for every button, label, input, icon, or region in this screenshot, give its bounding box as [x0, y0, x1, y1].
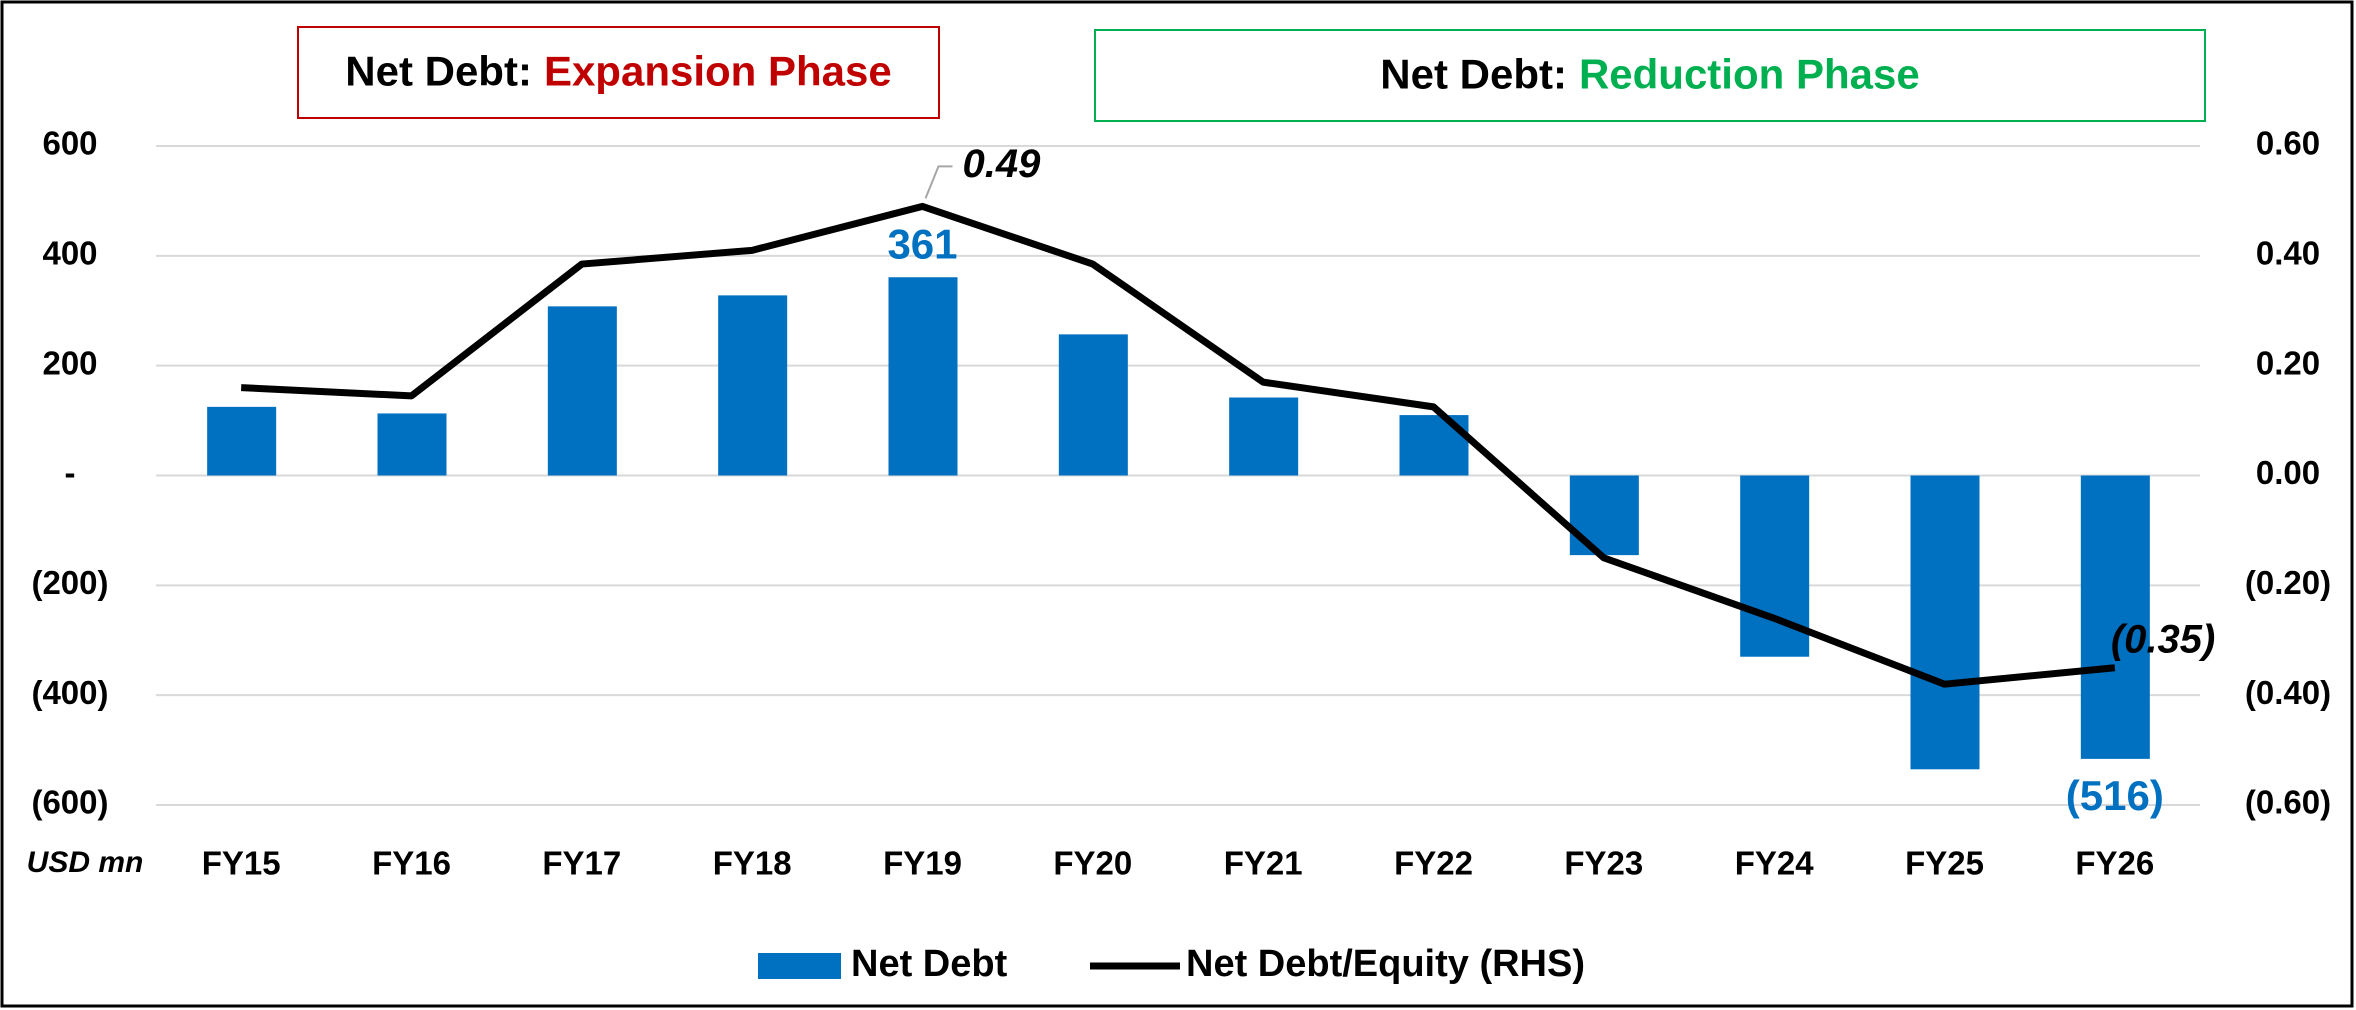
- bar: [1058, 334, 1128, 476]
- phase-box: [1094, 29, 2206, 122]
- bar: [718, 295, 788, 476]
- phase-name: Expansion Phase: [544, 48, 892, 95]
- y-tick-label: -: [65, 454, 76, 491]
- y2-tick-label: (0.60): [2245, 784, 2331, 821]
- bar: [1910, 475, 1980, 770]
- y2-tick-label: (0.20): [2245, 564, 2331, 601]
- y-tick-label: 600: [42, 125, 97, 162]
- bar: [547, 306, 617, 476]
- phase-label: Net Debt: Expansion Phase: [345, 48, 891, 95]
- y-tick-label: (600): [31, 784, 108, 821]
- x-tick-label: FY15: [202, 845, 281, 882]
- x-tick-label: FY16: [372, 845, 451, 882]
- y2-tick-label: 0.00: [2256, 454, 2320, 491]
- phase-box: [297, 26, 940, 119]
- bar: [2080, 475, 2150, 759]
- x-tick-label: FY20: [1053, 845, 1132, 882]
- y2-tick-label: 0.40: [2256, 235, 2320, 272]
- leader-line: [924, 165, 953, 199]
- phase-label: Net Debt: Reduction Phase: [1380, 51, 1919, 98]
- y-tick-label: 400: [42, 235, 97, 272]
- phase-prefix: Net Debt:: [1380, 51, 1567, 98]
- y2-tick-label: (0.40): [2245, 674, 2331, 711]
- x-tick-label: FY21: [1224, 845, 1303, 882]
- bar-value-label: (516): [2066, 772, 2164, 819]
- x-tick-label: FY18: [713, 845, 792, 882]
- y-tick-label: (400): [31, 674, 108, 711]
- y2-tick-label: 0.20: [2256, 344, 2320, 381]
- phase-prefix: Net Debt:: [345, 48, 532, 95]
- bar-value-label: 361: [887, 220, 957, 267]
- line-value-label: (0.35): [2111, 617, 2216, 661]
- legend-label: Net Debt: [851, 943, 1008, 985]
- bar: [1229, 397, 1299, 476]
- bar: [1569, 475, 1639, 556]
- x-tick-label: FY26: [2075, 845, 2154, 882]
- x-tick-label: FY17: [542, 845, 621, 882]
- line-value-label: 0.49: [963, 142, 1042, 186]
- x-tick-label: FY25: [1905, 845, 1984, 882]
- x-tick-label: FY23: [1564, 845, 1643, 882]
- legend-swatch: [758, 953, 841, 979]
- x-tick-label: FY22: [1394, 845, 1473, 882]
- line: [240, 202, 2116, 688]
- y-tick-label: (200): [31, 564, 108, 601]
- bar: [207, 406, 277, 476]
- x-tick-label: FY19: [883, 845, 962, 882]
- legend-label: Net Debt/Equity (RHS): [1186, 943, 1585, 985]
- bar: [377, 413, 447, 476]
- y-axis-label: USD mn: [27, 846, 144, 879]
- phase-name: Reduction Phase: [1579, 51, 1920, 98]
- x-tick-label: FY24: [1735, 845, 1815, 882]
- y-tick-label: 200: [42, 344, 97, 381]
- bar: [888, 277, 958, 476]
- y2-tick-label: 0.60: [2256, 125, 2320, 162]
